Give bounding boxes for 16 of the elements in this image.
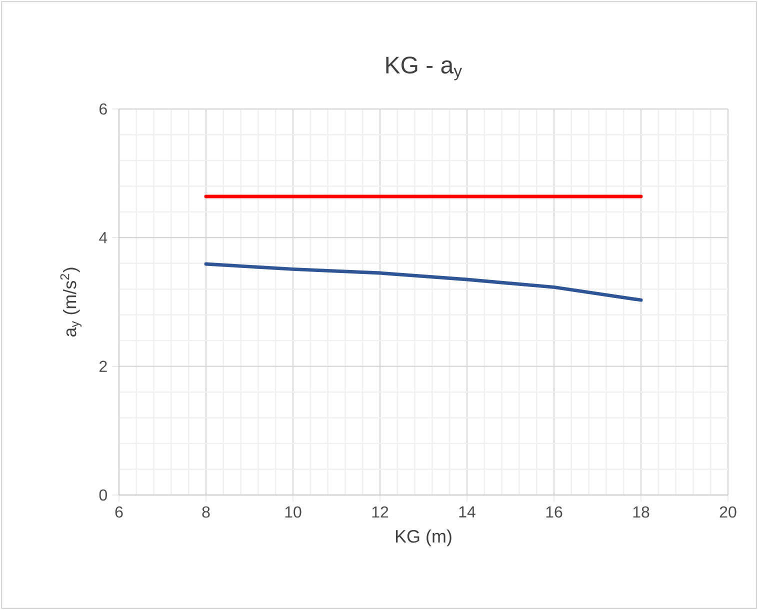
- y-tick-label: 2: [100, 360, 107, 372]
- line-series: [204, 262, 643, 302]
- x-tick-label: 14: [459, 506, 476, 518]
- chart-title: KG - a$_{y}$: [386, 56, 462, 80]
- x-tick-label: 10: [285, 506, 302, 518]
- y-axis-title: a$_{y}$ (m/s$^{2}$): [60, 268, 82, 337]
- x-axis-title: KG (m): [396, 530, 452, 546]
- x-tick-label: 18: [633, 506, 650, 518]
- y-tick-label: 0: [99, 489, 108, 501]
- y-tick-label: 4: [99, 232, 108, 244]
- x-tick-label: 6: [115, 506, 123, 518]
- x-tick-label: 12: [372, 506, 388, 518]
- y-tick-label: 6: [100, 103, 107, 115]
- x-tick-label: 8: [202, 506, 210, 518]
- x-tick-label: 16: [546, 506, 562, 518]
- x-tick-label: 20: [720, 506, 736, 518]
